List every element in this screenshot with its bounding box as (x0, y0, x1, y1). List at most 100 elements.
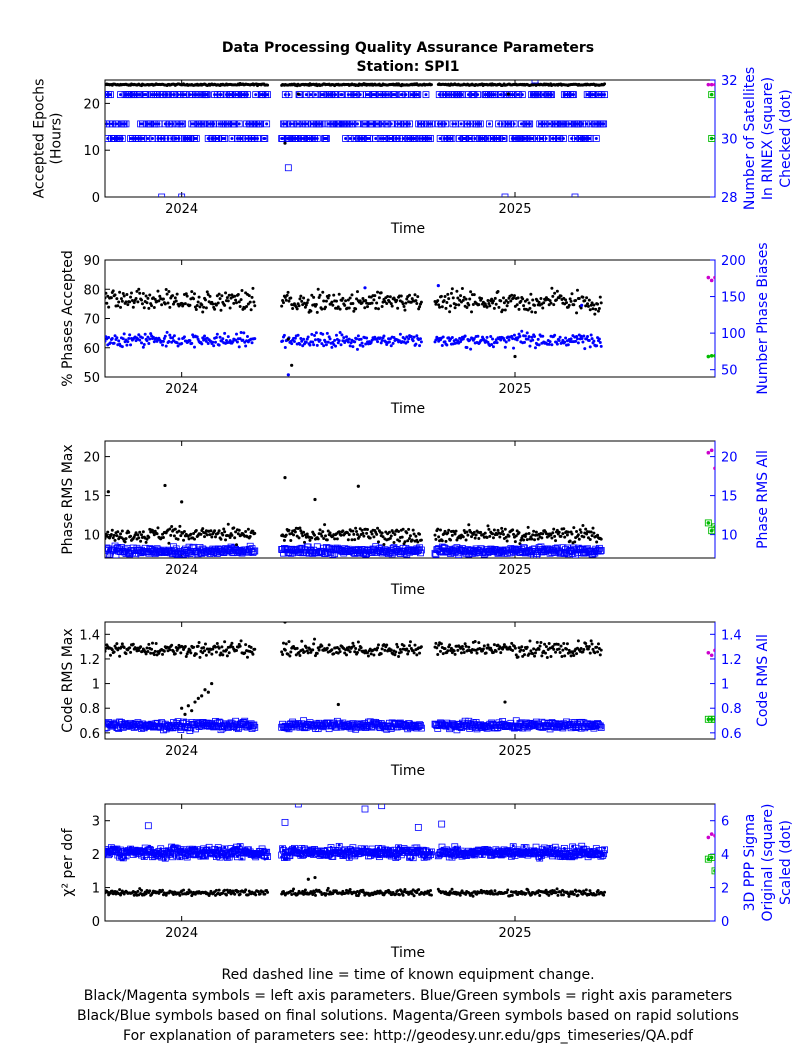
left-point (585, 532, 589, 536)
right-point (172, 334, 176, 338)
left-point (596, 309, 600, 313)
left-point (352, 309, 356, 313)
left-point (376, 643, 380, 647)
y-right-label: In RINEX (square) (760, 77, 776, 200)
right-point (597, 337, 601, 341)
left-point (105, 649, 107, 653)
left-point (407, 527, 411, 531)
left-point (412, 651, 416, 655)
left-point (334, 299, 338, 303)
left-point (433, 533, 437, 537)
right-point (528, 122, 532, 126)
left-point (287, 528, 291, 532)
left-point (134, 531, 138, 535)
left-point (295, 646, 299, 650)
left-point (527, 652, 531, 656)
left-point (206, 292, 210, 296)
left-point (445, 300, 449, 304)
left-point (596, 302, 600, 306)
left-point (327, 643, 331, 647)
left-point (238, 644, 242, 648)
right-point (364, 122, 368, 126)
right-point (266, 93, 270, 97)
right-point (541, 334, 545, 338)
left-point (245, 655, 249, 659)
left-point (492, 306, 496, 310)
left-point (460, 645, 464, 649)
left-point (552, 527, 556, 531)
left-point (185, 294, 189, 298)
left-point (539, 296, 543, 300)
left-point (374, 306, 378, 310)
left-point (555, 289, 559, 293)
data-marks (105, 804, 715, 898)
right-square (518, 120, 525, 128)
left-point (320, 644, 324, 648)
rapid-left-point (709, 448, 714, 453)
left-point (171, 650, 175, 654)
right-square (560, 135, 567, 142)
left-point (320, 534, 324, 538)
right-point (568, 122, 572, 126)
left-point (597, 307, 601, 311)
left-point (196, 300, 200, 304)
left-point (338, 307, 342, 311)
left-point (584, 527, 588, 531)
chart-title: Data Processing Quality Assurance Parame… (222, 40, 594, 56)
left-point (337, 292, 341, 296)
right-point (360, 341, 364, 345)
left-point (106, 294, 110, 298)
right-point (575, 334, 579, 338)
left-point (295, 307, 299, 311)
left-point (588, 651, 592, 655)
right-point (324, 340, 328, 344)
left-point (365, 531, 369, 535)
left-point (463, 642, 467, 646)
right-point (561, 137, 565, 140)
right-point (113, 334, 117, 338)
left-point (203, 642, 207, 646)
left-point (550, 536, 554, 540)
y-left-label: Accepted Epochs (32, 79, 48, 199)
left-point (350, 293, 354, 297)
left-point (524, 532, 528, 536)
left-point (556, 642, 560, 646)
right-point (405, 335, 409, 339)
left-point (506, 300, 510, 304)
left-point (489, 646, 493, 650)
right-point (292, 339, 296, 343)
left-point (107, 305, 111, 309)
left-point (514, 653, 518, 657)
left-point (332, 652, 336, 656)
left-point (470, 310, 474, 314)
y-right-tick-label: 2 (721, 882, 729, 897)
right-point (126, 340, 130, 344)
left-point (402, 644, 406, 648)
left-point (119, 297, 123, 301)
right-point (176, 344, 180, 348)
right-point (450, 336, 454, 340)
left-point (525, 538, 529, 542)
left-point (586, 304, 590, 308)
right-point (124, 856, 128, 860)
left-point (344, 648, 348, 652)
right-point (215, 332, 219, 336)
left-point (310, 293, 314, 297)
data-marks (105, 80, 715, 197)
left-point (140, 302, 144, 306)
left-point (331, 303, 335, 307)
left-point (214, 650, 218, 654)
left-point (116, 530, 120, 534)
right-point (342, 336, 346, 340)
left-point (516, 296, 520, 300)
right-point (533, 334, 537, 338)
right-square (261, 135, 269, 142)
left-point (299, 294, 303, 298)
left-point (590, 642, 594, 646)
left-point (366, 305, 370, 309)
y-left-label: Phase RMS Max (60, 444, 76, 554)
left-point (512, 296, 516, 300)
left-point (316, 287, 320, 291)
left-point (496, 528, 500, 532)
left-point (163, 302, 167, 306)
